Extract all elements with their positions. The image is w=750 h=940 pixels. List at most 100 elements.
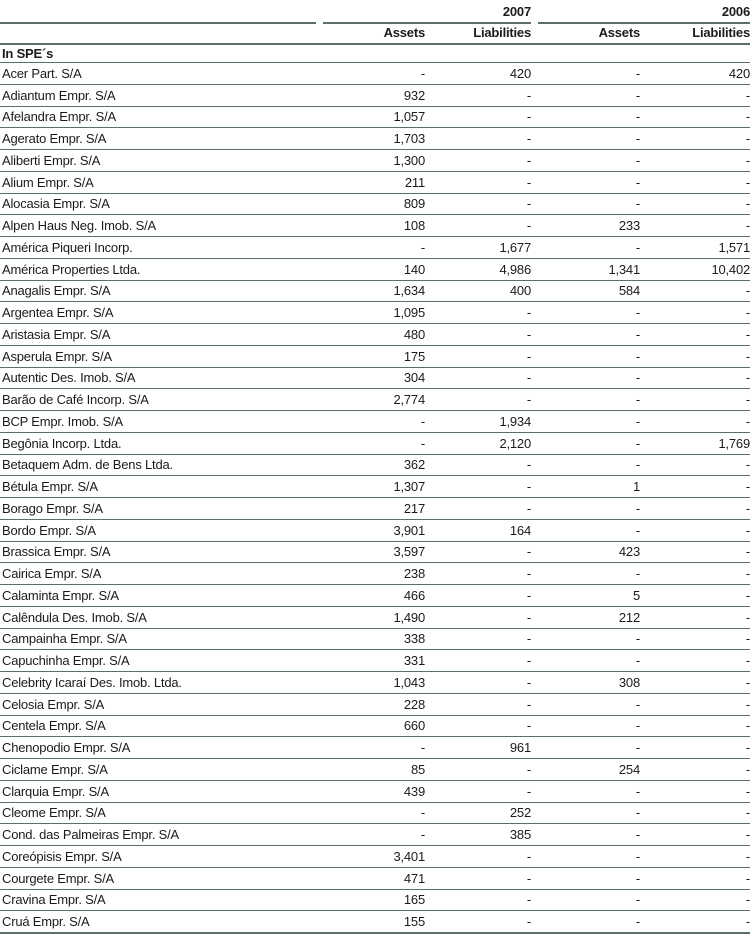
rule-segment-2007-group <box>323 22 531 24</box>
value-cell: - <box>745 783 750 799</box>
table-row: Begônia Incorp. Ltda. - 2,120 - 1,769 <box>0 433 750 455</box>
value-cell: 1,634 <box>393 283 425 299</box>
table-row: Betaquem Adm. de Bens Ltda. 362 - - - <box>0 455 750 477</box>
value-cell: - <box>635 305 640 321</box>
value-cell: - <box>745 196 750 212</box>
value-cell: - <box>745 848 750 864</box>
value-cell: - <box>745 131 750 147</box>
value-cell: 1,307 <box>393 479 425 495</box>
table-row: BCP Empr. Imob. S/A - 1,934 - - <box>0 411 750 433</box>
year-header-2006: 2006 <box>721 4 750 19</box>
company-name: Adiantum Empr. S/A <box>2 87 116 103</box>
rule-segment-2006-group <box>538 22 750 24</box>
table-row: Cruá Empr. S/A 155 - - - <box>0 911 750 934</box>
value-cell: 254 <box>618 761 640 777</box>
value-cell: - <box>526 761 531 777</box>
value-cell: - <box>745 892 750 908</box>
table-row: Ciclame Empr. S/A 85 - 254 - <box>0 759 750 781</box>
table-row: Cravina Empr. S/A 165 - - - <box>0 890 750 912</box>
value-cell: 420 <box>509 65 531 81</box>
value-cell: - <box>635 740 640 756</box>
table-row: Clarquia Empr. S/A 439 - - - <box>0 781 750 803</box>
value-cell: - <box>526 326 531 342</box>
value-cell: 660 <box>403 718 425 734</box>
company-name: Argentea Empr. S/A <box>2 305 114 321</box>
company-name: Aliberti Empr. S/A <box>2 152 101 168</box>
company-name: Cravina Empr. S/A <box>2 892 106 908</box>
company-name: Cairica Empr. S/A <box>2 566 102 582</box>
table-row: Celosia Empr. S/A 228 - - - <box>0 694 750 716</box>
value-cell: 1,490 <box>393 609 425 625</box>
company-name: Calaminta Empr. S/A <box>2 587 119 603</box>
value-cell: - <box>635 870 640 886</box>
value-cell: - <box>526 892 531 908</box>
column-header-assets-2007: Assets <box>383 25 426 40</box>
value-cell: 175 <box>403 348 425 364</box>
value-cell: - <box>635 827 640 843</box>
year-header-2007: 2007 <box>502 4 531 19</box>
company-name: Alocasia Empr. S/A <box>2 196 110 212</box>
company-name: Capuchinha Empr. S/A <box>2 653 130 669</box>
value-cell: - <box>745 544 750 560</box>
value-cell: - <box>526 914 531 930</box>
value-cell: - <box>635 848 640 864</box>
value-cell: - <box>420 805 425 821</box>
value-cell: - <box>526 587 531 603</box>
value-cell: 238 <box>403 566 425 582</box>
value-cell: - <box>526 631 531 647</box>
company-name: Asperula Empr. S/A <box>2 348 112 364</box>
value-cell: - <box>526 653 531 669</box>
value-cell: - <box>635 457 640 473</box>
section-header-row: In SPE´s <box>0 45 750 63</box>
value-cell: 304 <box>403 370 425 386</box>
value-cell: 155 <box>403 914 425 930</box>
value-cell: - <box>420 413 425 429</box>
value-cell: 85 <box>410 761 425 777</box>
value-cell: - <box>526 870 531 886</box>
company-name: Agerato Empr. S/A <box>2 131 107 147</box>
value-cell: - <box>745 392 750 408</box>
value-cell: - <box>526 457 531 473</box>
value-cell: - <box>635 653 640 669</box>
value-cell: - <box>635 500 640 516</box>
value-cell: 338 <box>403 631 425 647</box>
value-cell: 1,057 <box>393 109 425 125</box>
section-header-label: In SPE´s <box>2 46 54 61</box>
value-cell: 165 <box>403 892 425 908</box>
value-cell: - <box>526 174 531 190</box>
company-name: Anagalis Empr. S/A <box>2 283 111 299</box>
value-cell: - <box>526 848 531 864</box>
table-body: Acer Part. S/A - 420 - 420 Adiantum Empr… <box>0 63 750 934</box>
company-name: Barão de Café Incorp. S/A <box>2 392 149 408</box>
value-cell: - <box>745 718 750 734</box>
value-cell: - <box>635 413 640 429</box>
table-row: Celebrity Icaraí Des. Imob. Ltda. 1,043 … <box>0 672 750 694</box>
value-cell: - <box>745 566 750 582</box>
header-rule-segmented <box>0 22 750 24</box>
value-cell: 1,677 <box>499 239 531 255</box>
value-cell: 4,986 <box>499 261 531 277</box>
value-cell: - <box>745 870 750 886</box>
value-cell: - <box>635 87 640 103</box>
value-cell: 211 <box>404 174 425 190</box>
table-row: Argentea Empr. S/A 1,095 - - - <box>0 302 750 324</box>
company-name: Autentic Des. Imob. S/A <box>2 370 136 386</box>
company-name: Afelandra Empr. S/A <box>2 109 116 125</box>
value-cell: 932 <box>403 87 425 103</box>
company-name: Cond. das Palmeiras Empr. S/A <box>2 827 179 843</box>
value-cell: 1,703 <box>393 131 425 147</box>
table-row: Alocasia Empr. S/A 809 - - - <box>0 194 750 216</box>
value-cell: 140 <box>403 261 425 277</box>
company-name: Borago Empr. S/A <box>2 500 103 516</box>
table-row: Centela Empr. S/A 660 - - - <box>0 716 750 738</box>
company-name: Courgete Empr. S/A <box>2 870 115 886</box>
value-cell: 423 <box>618 544 640 560</box>
table-row: Brassica Empr. S/A 3,597 - 423 - <box>0 542 750 564</box>
value-cell: 10,402 <box>711 261 750 277</box>
value-cell: 1,571 <box>718 239 750 255</box>
value-cell: 233 <box>618 218 640 234</box>
value-cell: 961 <box>509 740 531 756</box>
value-cell: - <box>420 239 425 255</box>
value-cell: - <box>635 566 640 582</box>
